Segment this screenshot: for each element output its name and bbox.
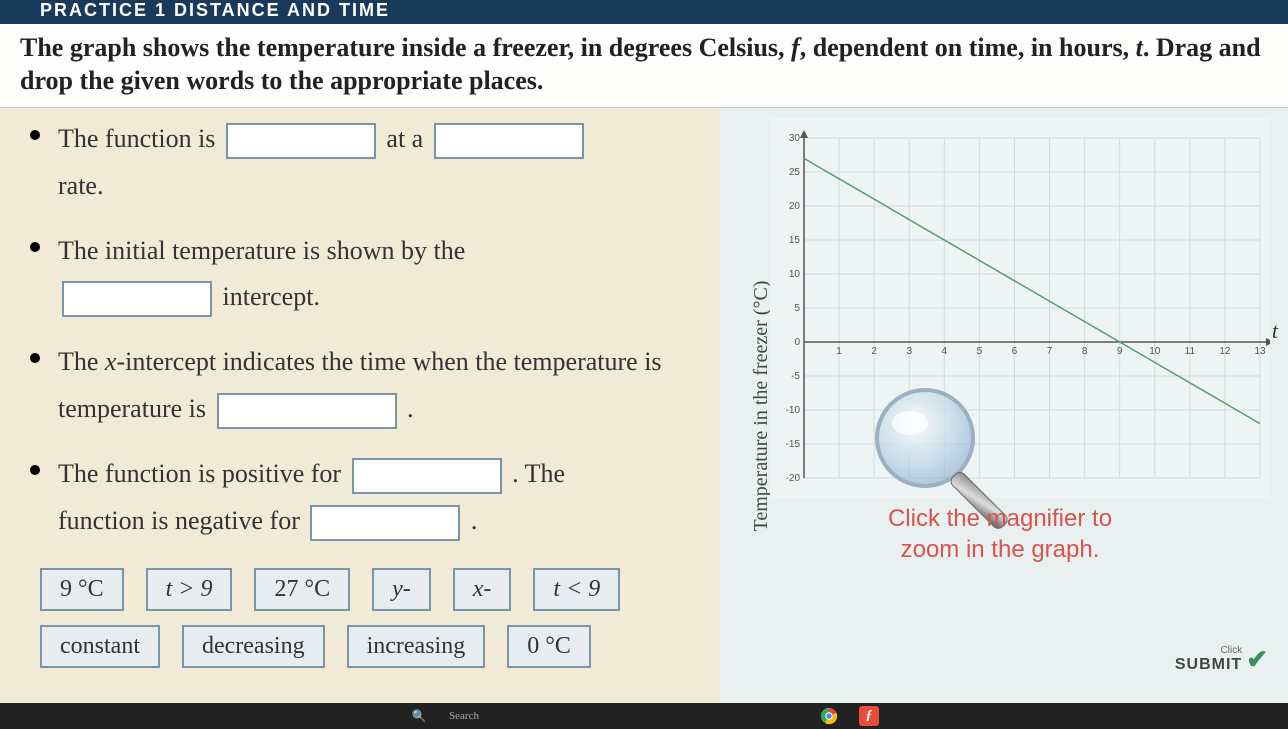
hint-line2: zoom in the graph.: [901, 536, 1100, 563]
bullet-dot-icon: [30, 130, 40, 140]
answer-chips-tray: 9 °C t > 9 27 °C y- x- t < 9 constant de…: [30, 568, 710, 668]
search-icon[interactable]: 🔍: [409, 706, 429, 726]
svg-text:25: 25: [789, 167, 801, 178]
svg-text:13: 13: [1254, 346, 1266, 357]
text: -intercept indicates the time when the t…: [116, 347, 661, 376]
chip-27c[interactable]: 27 °C: [254, 568, 350, 611]
text: rate.: [58, 171, 103, 200]
hint-line1: Click the magnifier to: [888, 505, 1112, 532]
graph-panel: Temperature in the freezer (°C) f t Time…: [720, 108, 1288, 703]
text: The: [58, 347, 105, 376]
question-prompt: The graph shows the temperature inside a…: [0, 24, 1288, 108]
svg-text:8: 8: [1082, 346, 1088, 357]
bullet-row: The initial temperature is shown by the …: [30, 228, 710, 322]
svg-text:4: 4: [942, 346, 948, 357]
text: at a: [386, 124, 429, 153]
bullet-dot-icon: [30, 465, 40, 475]
svg-text:7: 7: [1047, 346, 1053, 357]
svg-text:5: 5: [977, 346, 983, 357]
t-axis-symbol: t: [1272, 318, 1278, 344]
text: The function is: [58, 124, 222, 153]
text: . The: [512, 459, 565, 488]
svg-text:5: 5: [794, 303, 800, 314]
dropzone-function-direction[interactable]: [226, 123, 376, 159]
statement-1: The function is at a rate.: [58, 116, 588, 210]
bullet-row: The x-intercept indicates the time when …: [30, 339, 710, 433]
svg-text:15: 15: [789, 235, 801, 246]
module-header: PRACTICE 1 DISTANCE AND TIME: [0, 0, 1288, 24]
dropzone-rate-type[interactable]: [434, 123, 584, 159]
text: .: [471, 506, 478, 535]
chip-t-lt-9[interactable]: t < 9: [533, 568, 620, 611]
svg-text:-15: -15: [786, 439, 801, 450]
text: temperature is: [58, 394, 213, 423]
text: function is negative for: [58, 506, 306, 535]
checkmark-icon: ✔: [1246, 644, 1268, 675]
svg-text:12: 12: [1219, 346, 1231, 357]
chrome-icon[interactable]: [819, 706, 839, 726]
prompt-var-f: f: [791, 33, 800, 62]
dropzone-negative-domain[interactable]: [310, 505, 460, 541]
svg-text:0: 0: [794, 337, 800, 348]
prompt-text: , dependent on time, in hours,: [800, 33, 1136, 62]
chip-t-gt-9[interactable]: t > 9: [146, 568, 233, 611]
bullet-row: The function is at a rate.: [30, 116, 710, 210]
chip-x-intercept[interactable]: x-: [453, 568, 512, 611]
svg-text:2: 2: [871, 346, 877, 357]
svg-text:10: 10: [789, 269, 801, 280]
submit-small-label: Click: [1175, 646, 1242, 656]
text: The function is positive for: [58, 459, 348, 488]
svg-text:10: 10: [1149, 346, 1161, 357]
magnifier-hint: Click the magnifier to zoom in the graph…: [850, 503, 1150, 565]
chip-decreasing[interactable]: decreasing: [182, 625, 325, 668]
app-icon[interactable]: ƒ: [859, 706, 879, 726]
text: The initial temperature is shown by the: [58, 236, 465, 265]
bullet-row: The function is positive for . The funct…: [30, 451, 710, 545]
os-taskbar[interactable]: 🔍 Search ƒ: [0, 703, 1288, 729]
svg-text:-20: -20: [786, 473, 801, 484]
svg-text:3: 3: [906, 346, 912, 357]
dropzone-temperature-value[interactable]: [217, 393, 397, 429]
prompt-var-t: t: [1136, 33, 1143, 62]
bullet-dot-icon: [30, 242, 40, 252]
submit-button[interactable]: Click SUBMIT ✔: [1175, 644, 1268, 675]
svg-text:20: 20: [789, 201, 801, 212]
chip-0c[interactable]: 0 °C: [507, 625, 591, 668]
svg-text:6: 6: [1012, 346, 1018, 357]
text: intercept.: [223, 282, 320, 311]
bullet-dot-icon: [30, 353, 40, 363]
statement-4: The function is positive for . The funct…: [58, 451, 565, 545]
dropzone-positive-domain[interactable]: [352, 458, 502, 494]
text-x: x: [105, 347, 117, 376]
submit-label: SUBMIT: [1175, 656, 1242, 674]
chip-y-intercept[interactable]: y-: [372, 568, 431, 611]
chip-9c[interactable]: 9 °C: [40, 568, 124, 611]
text: .: [407, 394, 414, 423]
search-placeholder: Search: [449, 710, 479, 722]
prompt-text: The graph shows the temperature inside a…: [20, 33, 791, 62]
svg-text:1: 1: [836, 346, 842, 357]
chip-increasing[interactable]: increasing: [347, 625, 486, 668]
statement-3: The x-intercept indicates the time when …: [58, 339, 662, 433]
svg-text:11: 11: [1185, 346, 1196, 357]
svg-text:30: 30: [789, 133, 801, 144]
svg-text:-10: -10: [786, 405, 801, 416]
svg-text:9: 9: [1117, 346, 1123, 357]
statement-2: The initial temperature is shown by the …: [58, 228, 465, 322]
content-area: The function is at a rate. The initial t…: [0, 108, 1288, 703]
dropzone-intercept-axis[interactable]: [62, 281, 212, 317]
chip-constant[interactable]: constant: [40, 625, 160, 668]
svg-text:-5: -5: [791, 371, 800, 382]
statements-panel: The function is at a rate. The initial t…: [0, 108, 720, 703]
